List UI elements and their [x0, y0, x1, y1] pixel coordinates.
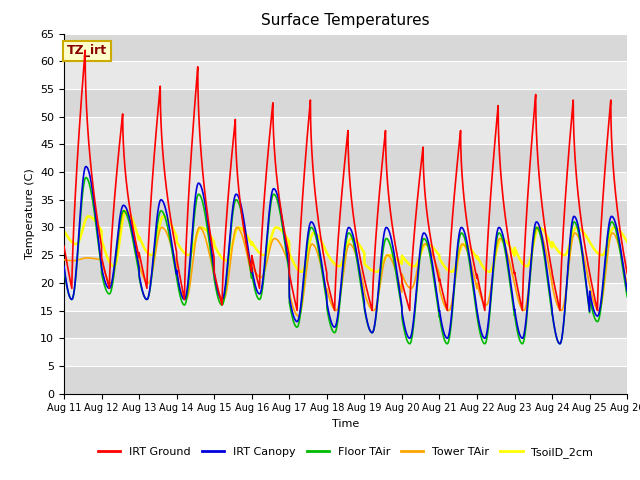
Bar	[64, 228, 627, 255]
Text: TZ_irt: TZ_irt	[67, 44, 107, 58]
Bar	[64, 89, 627, 117]
Bar	[64, 61, 627, 89]
Y-axis label: Temperature (C): Temperature (C)	[24, 168, 35, 259]
Title: Surface Temperatures: Surface Temperatures	[261, 13, 430, 28]
Bar	[64, 34, 627, 61]
Bar	[64, 172, 627, 200]
Bar	[64, 311, 627, 338]
Bar	[64, 117, 627, 144]
Bar	[64, 338, 627, 366]
X-axis label: Time: Time	[332, 419, 359, 429]
Bar	[64, 255, 627, 283]
Bar	[64, 283, 627, 311]
Bar	[64, 366, 627, 394]
Legend: IRT Ground, IRT Canopy, Floor TAir, Tower TAir, TsoilD_2cm: IRT Ground, IRT Canopy, Floor TAir, Towe…	[93, 443, 598, 462]
Bar	[64, 144, 627, 172]
Bar	[64, 200, 627, 228]
